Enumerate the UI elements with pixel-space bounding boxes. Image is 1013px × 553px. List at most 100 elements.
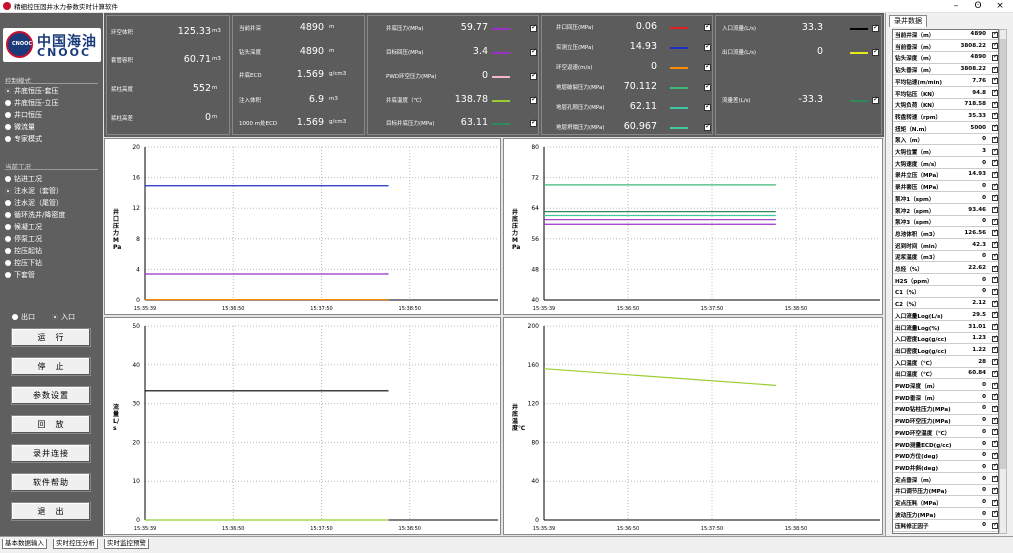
button-3[interactable]: 回 放 xyxy=(11,415,91,434)
row-checkbox[interactable] xyxy=(992,498,998,506)
tab-logging-data[interactable]: 录井数据 xyxy=(889,15,927,27)
row-checkbox[interactable] xyxy=(992,416,998,424)
radio-condition-5[interactable]: 停泵工况 xyxy=(5,233,42,244)
row-checkbox[interactable] xyxy=(992,65,998,73)
series-visible-checkbox[interactable] xyxy=(704,42,711,51)
param-label: 目标井底压力(MPa) xyxy=(386,121,435,127)
series-visible-checkbox[interactable] xyxy=(704,22,711,31)
row-checkbox[interactable] xyxy=(992,381,998,389)
radio-condition-0[interactable]: 钻进工况 xyxy=(5,173,42,184)
series-visible-checkbox[interactable] xyxy=(872,95,879,104)
series-visible-checkbox[interactable] xyxy=(704,82,711,91)
row-checkbox[interactable] xyxy=(992,345,998,354)
row-checkbox[interactable] xyxy=(992,275,998,284)
row-checkbox[interactable] xyxy=(992,123,998,132)
row-checkbox[interactable] xyxy=(992,334,998,342)
row-checkbox[interactable] xyxy=(992,369,998,377)
row-checkbox[interactable] xyxy=(992,252,998,260)
param-unit: m3 xyxy=(212,28,221,34)
radio-mode-0[interactable]: 井底恒压-套压 xyxy=(5,85,59,96)
row-checkbox[interactable] xyxy=(992,193,998,202)
radio-condition-8[interactable]: 下套管 xyxy=(5,269,35,280)
row-checkbox[interactable] xyxy=(992,228,998,237)
series-visible-checkbox[interactable] xyxy=(530,47,537,56)
tab-basic-input[interactable]: 基本数据输入 xyxy=(2,539,47,549)
radio-condition-6[interactable]: 控压起钻 xyxy=(5,245,42,256)
row-checkbox[interactable] xyxy=(992,264,998,272)
series-visible-checkbox[interactable] xyxy=(872,47,879,56)
radio-mode-1[interactable]: 井底恒压-立压 xyxy=(5,97,59,108)
series-visible-checkbox[interactable] xyxy=(530,95,537,104)
row-checkbox[interactable] xyxy=(992,486,998,494)
button-1[interactable]: 停 止 xyxy=(11,357,91,376)
table-row: 转盘转速（rpm） 35.33 xyxy=(893,111,998,123)
series-visible-checkbox[interactable] xyxy=(530,71,537,80)
row-checkbox[interactable] xyxy=(992,182,998,190)
param-value: 4890 xyxy=(299,22,324,33)
row-checkbox[interactable] xyxy=(992,88,998,96)
row-checkbox[interactable] xyxy=(992,462,998,471)
row-checkbox[interactable] xyxy=(992,53,998,61)
series-visible-checkbox[interactable] xyxy=(704,122,711,131)
row-checkbox[interactable] xyxy=(992,357,998,366)
button-0[interactable]: 运 行 xyxy=(11,328,91,347)
series-visible-checkbox[interactable] xyxy=(530,23,537,32)
row-checkbox[interactable] xyxy=(992,310,998,319)
row-checkbox[interactable] xyxy=(992,170,998,178)
close-button[interactable]: × xyxy=(996,1,1004,11)
row-checkbox[interactable] xyxy=(992,404,998,412)
button-6[interactable]: 退 出 xyxy=(11,502,91,521)
minimize-button[interactable]: – xyxy=(953,1,959,11)
row-value: 3808.22 xyxy=(960,66,986,73)
row-checkbox[interactable] xyxy=(992,30,998,38)
param-label: 井底压力(MPa) xyxy=(386,26,424,32)
row-checkbox[interactable] xyxy=(992,41,998,50)
radio-mode-2[interactable]: 井口恒压 xyxy=(5,109,42,120)
maximize-button[interactable]: ʘ xyxy=(974,1,982,11)
button-2[interactable]: 参数设置 xyxy=(11,386,91,405)
button-4[interactable]: 录井连接 xyxy=(11,444,91,463)
row-checkbox[interactable] xyxy=(992,205,998,213)
row-checkbox[interactable] xyxy=(992,451,998,459)
radio-condition-2[interactable]: 注水泥（尾管） xyxy=(5,197,63,208)
row-checkbox[interactable] xyxy=(992,521,998,529)
chart-ylabel: 井底压力MPa xyxy=(512,209,521,251)
radio-condition-4[interactable]: 候凝工况 xyxy=(5,221,42,232)
row-checkbox[interactable] xyxy=(992,287,998,295)
row-checkbox[interactable] xyxy=(992,111,998,120)
row-checkbox[interactable] xyxy=(992,392,998,401)
row-checkbox[interactable] xyxy=(992,427,998,436)
row-checkbox[interactable] xyxy=(992,474,998,483)
radio-inlet[interactable]: 入口 xyxy=(52,311,75,322)
radio-condition-3[interactable]: 循环洗井/降密度 xyxy=(5,209,65,220)
row-checkbox[interactable] xyxy=(992,217,998,225)
series-visible-checkbox[interactable] xyxy=(530,118,537,127)
tab-realtime-monitor[interactable]: 实时监控预警 xyxy=(104,539,149,549)
button-5[interactable]: 软件帮助 xyxy=(11,473,91,492)
x-tick-label: 15:35:39 xyxy=(533,526,555,532)
radio-mode-4[interactable]: 专家模式 xyxy=(5,133,42,144)
tab-realtime-analysis[interactable]: 实时控压分析 xyxy=(53,539,98,549)
row-checkbox[interactable] xyxy=(992,100,998,108)
radio-outlet[interactable]: 出口 xyxy=(12,311,35,322)
param-label: 钻头深度 xyxy=(239,50,262,56)
row-checkbox[interactable] xyxy=(992,240,998,249)
logging-scrollbar[interactable] xyxy=(999,29,1007,534)
row-value: 0 xyxy=(982,475,986,482)
radio-mode-3[interactable]: 微流量 xyxy=(5,121,35,132)
row-checkbox[interactable] xyxy=(992,76,998,85)
row-name: PWD方位(deg) xyxy=(895,454,939,461)
series-visible-checkbox[interactable] xyxy=(704,62,711,71)
row-checkbox[interactable] xyxy=(992,135,998,143)
row-checkbox[interactable] xyxy=(992,322,998,330)
series-visible-checkbox[interactable] xyxy=(704,102,711,111)
row-checkbox[interactable] xyxy=(992,439,998,447)
row-checkbox[interactable] xyxy=(992,147,998,155)
row-checkbox[interactable] xyxy=(992,299,998,307)
param-unit: g/cm3 xyxy=(329,119,347,125)
radio-condition-1[interactable]: 注水泥（套管） xyxy=(5,185,63,196)
row-checkbox[interactable] xyxy=(992,509,998,518)
radio-condition-7[interactable]: 控压下钻 xyxy=(5,257,42,268)
row-checkbox[interactable] xyxy=(992,158,998,167)
series-visible-checkbox[interactable] xyxy=(872,23,879,32)
